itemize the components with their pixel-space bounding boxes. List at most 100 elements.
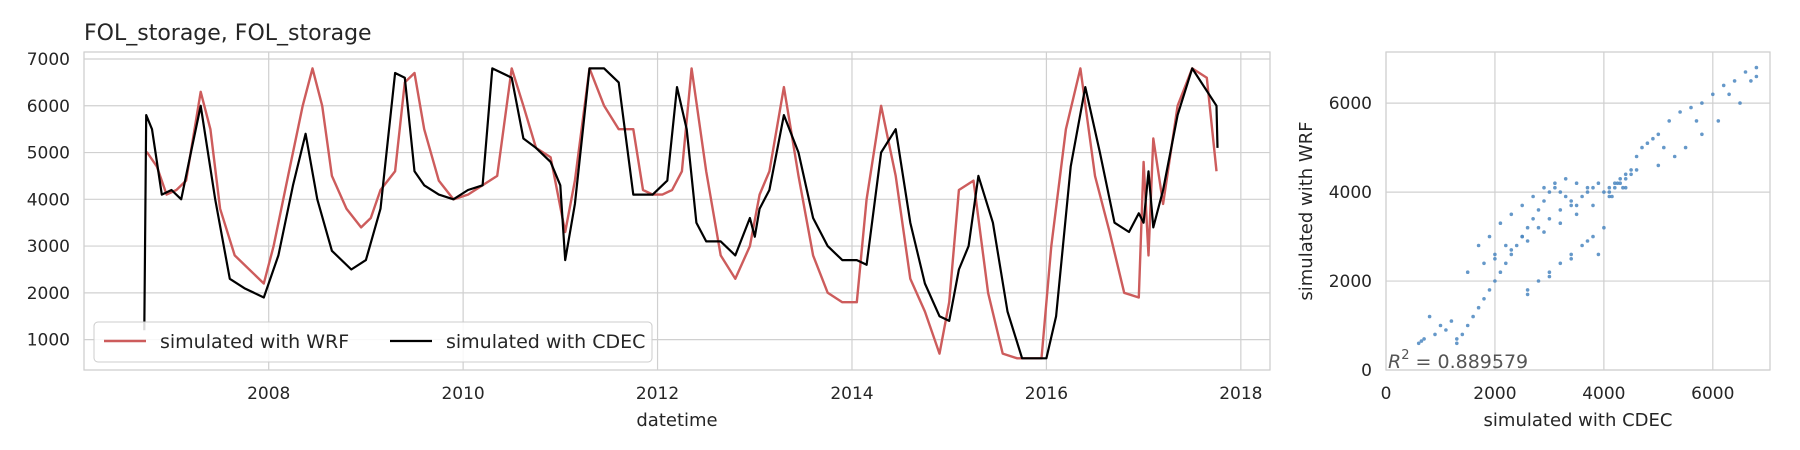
scatter-point: [1547, 190, 1552, 194]
scatter-point: [1672, 154, 1677, 159]
scatter-point: [1700, 101, 1704, 105]
scatter-point: [1444, 328, 1448, 332]
timeseries-title: FOL_storage, FOL_storage: [84, 21, 372, 46]
scatter-point: [1493, 257, 1497, 261]
scatter-point: [1607, 190, 1612, 194]
timeseries-y-tick-label: 6000: [27, 97, 70, 117]
timeseries-y-tick-label: 3000: [27, 237, 70, 257]
scatter-point: [1634, 168, 1639, 172]
scatter-point: [1580, 194, 1584, 199]
r2-symbol: R: [1388, 351, 1401, 373]
scatter-point: [1754, 74, 1759, 79]
timeseries-y-tick-label: 4000: [27, 190, 70, 210]
scatter-point: [1498, 221, 1503, 225]
scatter-point: [1585, 185, 1590, 190]
scatter-grid: [1385, 52, 1770, 371]
scatter-point: [1629, 168, 1633, 172]
scatter-point: [1585, 190, 1590, 194]
scatter-point: [1602, 225, 1606, 230]
scatter-point: [1460, 332, 1465, 337]
scatter-panel: 0 2000 4000 6000 0 2000 4000 6000 simulated wit…: [1296, 51, 1771, 431]
scatter-point: [1525, 288, 1530, 292]
r2-value: = 0.889579: [1409, 351, 1528, 373]
timeseries-y-tick-label: 1000: [27, 331, 70, 351]
scatter-point: [1683, 145, 1688, 150]
scatter-point: [1553, 181, 1557, 185]
scatter-plot-area: [1385, 51, 1771, 371]
scatter-point: [1471, 314, 1475, 319]
scatter-point: [1591, 185, 1595, 190]
legend-label-cdec: simulated with CDEC: [446, 331, 645, 353]
scatter-point: [1738, 101, 1742, 105]
scatter-point: [1482, 297, 1486, 301]
scatter-point: [1727, 92, 1731, 97]
scatter-point: [1455, 337, 1459, 341]
legend-label-wrf: simulated with WRF: [160, 331, 349, 353]
scatter-point: [1607, 185, 1612, 190]
scatter-point: [1563, 194, 1568, 199]
scatter-point: [1591, 234, 1595, 239]
series-line-cdec: [143, 67, 1219, 360]
scatter-y-tick-label: 6000: [1329, 94, 1372, 114]
scatter-point: [1574, 212, 1579, 217]
scatter-point: [1574, 181, 1579, 185]
scatter-point: [1455, 341, 1459, 346]
scatter-y-axis-label: simulated with WRF: [1296, 121, 1317, 300]
scatter-point: [1487, 234, 1492, 239]
scatter-point: [1493, 252, 1497, 257]
timeseries-y-tick-label: 7000: [27, 50, 70, 70]
scatter-y-tick-label: 2000: [1329, 272, 1372, 292]
scatter-point: [1514, 243, 1519, 248]
scatter-point: [1716, 119, 1721, 123]
scatter-point: [1427, 314, 1432, 319]
scatter-point: [1536, 279, 1541, 283]
timeseries-x-tick-label: 2016: [1025, 384, 1068, 404]
scatter-point: [1536, 225, 1541, 230]
scatter-point: [1493, 279, 1497, 283]
scatter-point: [1509, 212, 1514, 217]
scatter-point: [1623, 172, 1628, 177]
scatter-point: [1558, 261, 1563, 266]
scatter-point: [1509, 252, 1514, 257]
scatter-point: [1487, 288, 1492, 292]
timeseries-x-tick-label: 2012: [636, 384, 679, 404]
scatter-point: [1525, 239, 1530, 243]
scatter-point: [1547, 217, 1552, 221]
scatter-x-axis-label: simulated with CDEC: [1484, 410, 1673, 431]
scatter-point: [1563, 177, 1568, 181]
scatter-point: [1504, 243, 1508, 248]
scatter-point: [1465, 323, 1470, 328]
scatter-point: [1711, 92, 1715, 97]
scatter-point: [1607, 194, 1612, 199]
scatter-point: [1618, 177, 1622, 181]
scatter-point: [1433, 332, 1437, 337]
scatter-x-tick-label: 4000: [1582, 384, 1625, 404]
timeseries-y-tick-label: 5000: [27, 144, 70, 164]
timeseries-x-tick-label: 2018: [1219, 384, 1262, 404]
scatter-point: [1558, 208, 1563, 212]
scatter-point: [1591, 203, 1595, 208]
scatter-point: [1689, 105, 1693, 110]
scatter-point: [1531, 194, 1535, 199]
scatter-point: [1449, 319, 1454, 323]
scatter-point: [1465, 270, 1470, 275]
scatter-point: [1476, 243, 1481, 248]
scatter-point: [1613, 181, 1617, 185]
series-line-wrf: [145, 67, 1218, 360]
legend-box: [93, 321, 653, 363]
timeseries-legend: simulated with WRF simulated with CDEC: [93, 321, 653, 363]
scatter-point: [1482, 261, 1486, 266]
scatter-point: [1558, 190, 1563, 194]
timeseries-x-tick-label: 2014: [830, 384, 873, 404]
timeseries-tick-labels: 2008 2010 2012 2014 2016 2018 1000 2000 3000 4000…: [27, 50, 1263, 404]
scatter-point: [1476, 305, 1481, 310]
timeseries-x-tick-label: 2010: [441, 384, 484, 404]
scatter-point: [1743, 70, 1748, 74]
scatter-point: [1640, 145, 1644, 150]
scatter-point: [1509, 248, 1514, 252]
scatter-x-tick-label: 0: [1381, 384, 1392, 404]
scatter-point: [1694, 119, 1699, 123]
r2-superscript: 2: [1401, 348, 1409, 363]
scatter-point: [1542, 185, 1546, 190]
